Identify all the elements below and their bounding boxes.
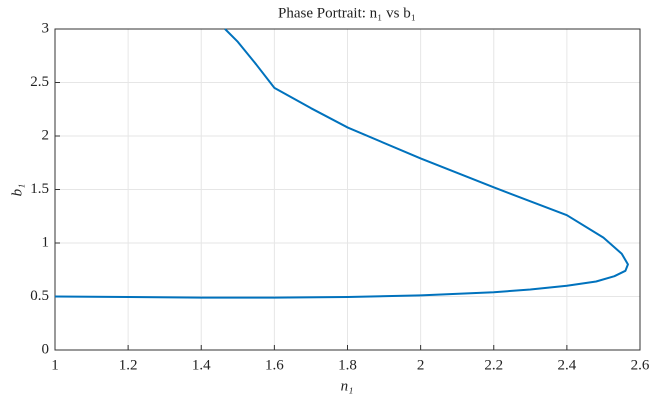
x-tick-label: 1.4 xyxy=(192,357,211,373)
y-tick-label: 2.5 xyxy=(30,74,49,90)
data-line xyxy=(54,28,629,299)
x-tick-label: 2.2 xyxy=(484,357,503,373)
y-tick-label: 3 xyxy=(42,20,50,36)
plot-frame xyxy=(54,28,641,351)
x-tick-label: 1.6 xyxy=(265,357,284,373)
y-tick-label: 1.5 xyxy=(30,181,49,197)
x-tick-label: 1.8 xyxy=(338,357,357,373)
x-tick-label: 2.6 xyxy=(631,357,650,373)
y-tick-label: 0 xyxy=(42,341,50,357)
x-tick-label: 2.4 xyxy=(558,357,577,373)
chart-title: Phase Portrait: n₁ vs b₁ xyxy=(278,5,416,21)
y-tick-label: 1 xyxy=(42,234,50,250)
x-tick-label: 1.2 xyxy=(119,357,138,373)
x-axis-label: n₁ xyxy=(341,378,354,394)
x-tick-label: 2 xyxy=(417,357,425,373)
x-tick-label: 1 xyxy=(51,357,59,373)
y-axis-label: b₁ xyxy=(9,184,25,197)
y-tick-label: 2 xyxy=(42,127,50,143)
y-tick-label: 0.5 xyxy=(30,288,49,304)
